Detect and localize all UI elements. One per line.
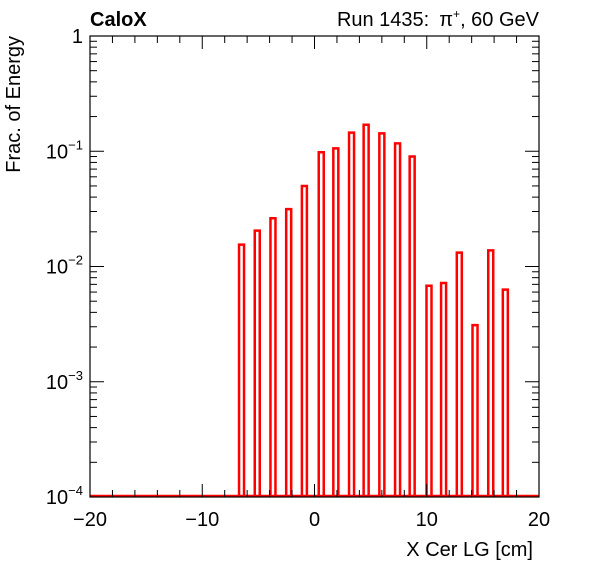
title-run: Run 1435: <box>337 9 429 31</box>
x-tick-label: 0 <box>309 509 320 531</box>
title-right: Run 1435: π+, 60 GeV <box>337 7 540 31</box>
y-tick-label: 10−4 <box>46 483 83 509</box>
x-tick-label: 10 <box>416 509 438 531</box>
bar <box>471 323 479 497</box>
bar <box>425 284 433 497</box>
bar <box>317 151 325 497</box>
y-axis-label: Frac. of Energy <box>3 36 25 173</box>
bar <box>378 132 386 497</box>
bar <box>347 131 356 497</box>
bar <box>455 251 464 497</box>
bar <box>300 184 309 497</box>
bar <box>408 155 416 497</box>
bar <box>393 142 402 497</box>
y-tick-label: 10−2 <box>46 253 83 279</box>
bar <box>362 123 370 497</box>
title-energy: , 60 GeV <box>460 9 540 31</box>
x-tick-label: 20 <box>528 509 550 531</box>
bar <box>269 217 277 497</box>
bars-layer <box>237 123 510 497</box>
ticks-layer: −20 −10 0 10 20 1 10−1 10−2 10−3 10−4 <box>46 26 550 531</box>
bar <box>284 207 293 497</box>
x-tick-label: −20 <box>73 509 107 531</box>
title-particle: π <box>439 9 453 31</box>
title-charge: + <box>453 7 460 21</box>
bar <box>486 249 495 497</box>
bar <box>332 147 340 497</box>
y-tick-label: 10−3 <box>46 368 83 394</box>
title-left: CaloX <box>90 9 147 31</box>
bar <box>237 243 246 497</box>
bar <box>439 281 448 497</box>
x-axis-label: X Cer LG [cm] <box>406 539 533 561</box>
x-tick-label: −10 <box>185 509 219 531</box>
y-tick-label: 1 <box>72 26 83 48</box>
bar <box>253 229 262 497</box>
bar <box>501 288 510 497</box>
y-tick-label: 10−1 <box>46 137 83 163</box>
